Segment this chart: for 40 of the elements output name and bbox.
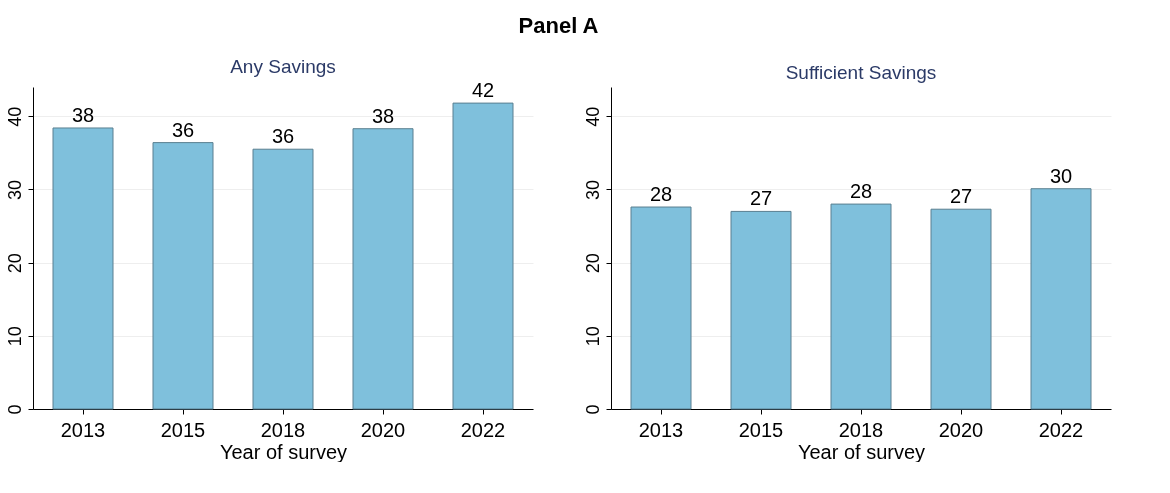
y-tick-label: 40	[4, 106, 25, 127]
x-tick-label: 2018	[260, 418, 306, 441]
data-label: 28	[649, 183, 673, 206]
data-label: 30	[1049, 164, 1073, 187]
x-tick-label: 2013	[638, 418, 684, 441]
y-tick-label: 20	[4, 253, 25, 274]
bar	[452, 102, 514, 410]
chart-title: Any Savings	[230, 56, 336, 78]
x-axis-title: Year of survey	[219, 440, 348, 463]
data-label: 36	[171, 118, 195, 141]
y-tick-label: 20	[582, 253, 603, 274]
data-label: 42	[471, 79, 495, 102]
y-tick-label: 10	[582, 326, 603, 347]
x-tick-label: 2022	[1038, 418, 1084, 441]
data-label: 28	[849, 180, 873, 203]
x-axis-title: Year of survey	[797, 440, 926, 463]
text: Panel A	[518, 13, 599, 39]
y-tick-label: 10	[4, 326, 25, 347]
bar	[352, 128, 414, 410]
y-tick-label: 0	[4, 404, 25, 415]
x-tick-label: 2022	[460, 418, 506, 441]
bar	[152, 142, 214, 410]
data-label: 27	[949, 185, 973, 208]
y-tick-label: 30	[4, 179, 25, 200]
x-tick-label: 2015	[738, 418, 784, 441]
x-tick-label: 2015	[160, 418, 206, 441]
bar	[52, 127, 114, 410]
data-label: 27	[749, 187, 773, 210]
y-tick-label: 40	[582, 106, 603, 127]
y-tick-label: 0	[582, 404, 603, 415]
x-tick-label: 2013	[60, 418, 106, 441]
data-label: 36	[271, 125, 295, 148]
x-tick-label: 2020	[938, 418, 984, 441]
bar	[252, 148, 314, 410]
data-label: 38	[71, 103, 95, 126]
chart-title: Sufficient Savings	[785, 62, 937, 83]
x-tick-label: 2018	[838, 418, 884, 441]
y-tick-label: 30	[582, 179, 603, 200]
x-tick-label: 2020	[360, 418, 406, 441]
data-label: 38	[371, 104, 395, 127]
